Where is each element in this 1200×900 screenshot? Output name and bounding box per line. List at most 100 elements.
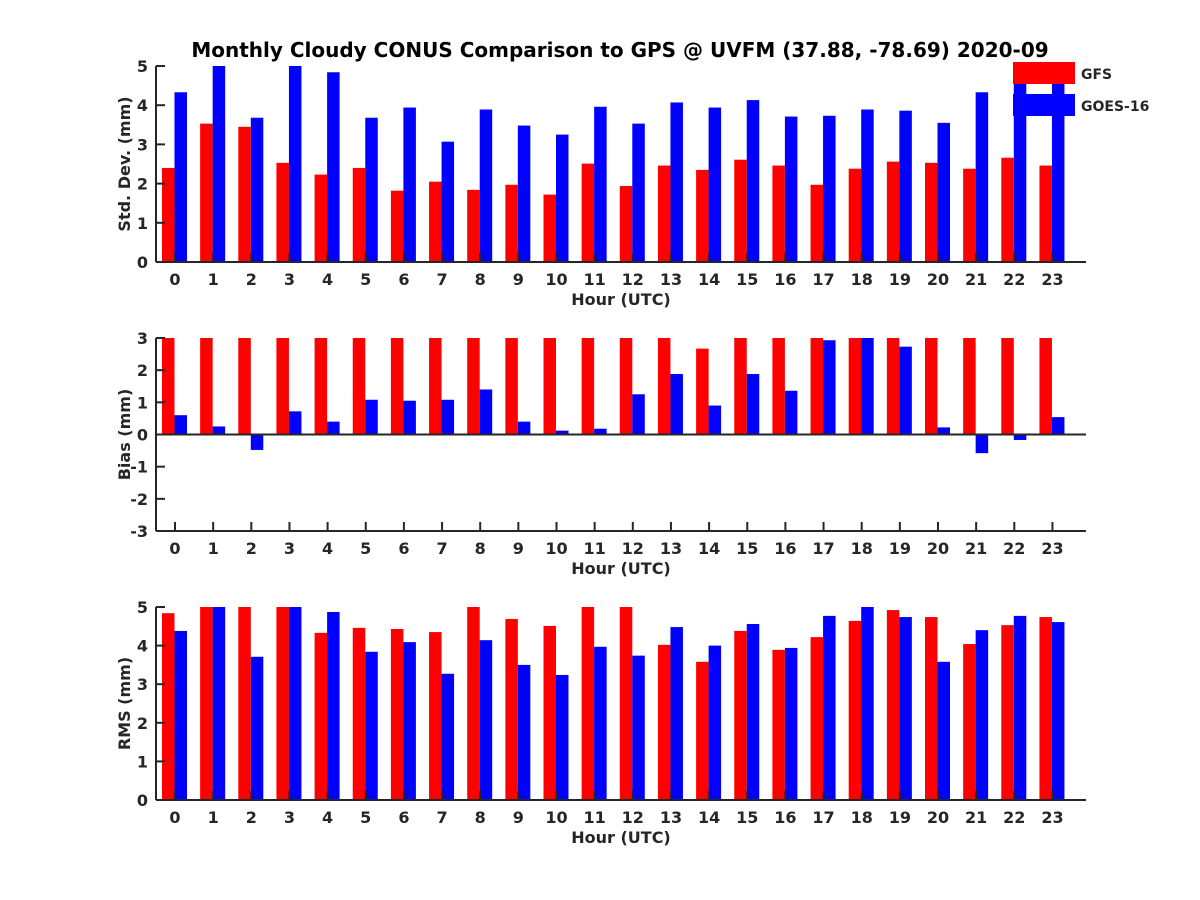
x-axis-label: Hour (UTC) — [571, 559, 671, 578]
bar-goes-16-6 — [403, 642, 416, 800]
y-axis-label: RMS (mm) — [115, 657, 134, 750]
y-tick-label: 0 — [137, 253, 148, 272]
x-tick-label: 12 — [622, 539, 644, 558]
bar-gfs-23 — [1039, 338, 1052, 435]
y-tick-label: 3 — [137, 329, 148, 348]
x-tick-label: 18 — [851, 270, 873, 289]
bar-goes-16-2 — [250, 117, 264, 262]
x-tick-label: 8 — [475, 539, 486, 558]
y-tick-label: 5 — [137, 57, 148, 76]
bar-gfs-17 — [810, 338, 824, 435]
bar-goes-16-21 — [975, 92, 989, 262]
bar-goes-16-19 — [899, 617, 912, 800]
bar-goes-16-20 — [937, 122, 950, 262]
x-tick-label: 23 — [1041, 539, 1063, 558]
bar-goes-16-9 — [517, 125, 531, 262]
x-tick-label: 7 — [436, 270, 447, 289]
bar-gfs-19 — [886, 338, 900, 435]
bars — [162, 607, 1065, 800]
x-tick-label: 1 — [208, 539, 219, 558]
x-tick-label: 15 — [736, 539, 758, 558]
legend-swatch-gfs — [1013, 62, 1075, 84]
bar-gfs-2 — [238, 338, 251, 435]
x-tick-label: 16 — [774, 539, 796, 558]
bar-goes-16-8 — [479, 640, 493, 800]
bar-goes-16-11 — [594, 106, 607, 262]
y-tick-label: -2 — [130, 490, 148, 509]
x-tick-label: 18 — [851, 539, 873, 558]
bar-gfs-10 — [543, 338, 556, 435]
bar-goes-16-10 — [556, 674, 569, 800]
y-tick-label: 2 — [137, 714, 148, 733]
bar-gfs-20 — [925, 617, 938, 800]
bar-goes-16-21 — [975, 630, 989, 800]
bar-gfs-5 — [352, 167, 366, 262]
bar-gfs-18 — [848, 338, 862, 435]
bar-goes-16-12 — [632, 394, 645, 435]
bar-gfs-10 — [543, 194, 556, 262]
x-tick-label: 19 — [889, 539, 911, 558]
x-tick-label: 7 — [436, 808, 447, 827]
bar-gfs-6 — [390, 338, 404, 435]
x-tick-label: 16 — [774, 808, 796, 827]
bar-goes-16-22 — [1013, 434, 1027, 440]
x-tick-label: 5 — [360, 270, 371, 289]
y-tick-label: 2 — [137, 175, 148, 194]
bar-gfs-3 — [276, 607, 289, 800]
bar-goes-16-22 — [1013, 615, 1027, 800]
bar-gfs-13 — [657, 644, 671, 800]
bar-gfs-15 — [734, 630, 747, 800]
x-tick-label: 2 — [246, 539, 257, 558]
x-tick-label: 23 — [1041, 808, 1063, 827]
x-tick-label: 21 — [965, 539, 987, 558]
legend-label: GFS — [1081, 67, 1112, 83]
bar-goes-16-19 — [899, 110, 912, 262]
bar-gfs-19 — [886, 161, 900, 262]
bar-goes-16-9 — [517, 421, 531, 435]
x-tick-label: 21 — [965, 808, 987, 827]
bar-gfs-0 — [162, 338, 175, 435]
bar-gfs-15 — [734, 159, 747, 262]
bar-gfs-12 — [619, 607, 633, 800]
x-tick-label: 4 — [322, 539, 333, 558]
y-tick-label: 1 — [137, 752, 148, 771]
bar-goes-16-5 — [365, 117, 378, 262]
bar-gfs-11 — [581, 338, 595, 435]
bar-gfs-16 — [772, 165, 785, 262]
bar-gfs-18 — [848, 620, 862, 800]
bar-gfs-23 — [1039, 617, 1052, 800]
bar-goes-16-6 — [403, 400, 416, 435]
y-tick-label: 3 — [137, 675, 148, 694]
chart-title: Monthly Cloudy CONUS Comparison to GPS @… — [191, 38, 1048, 62]
x-tick-label: 0 — [169, 539, 180, 558]
x-tick-label: 10 — [545, 270, 567, 289]
y-tick-label: 4 — [137, 637, 148, 656]
bar-gfs-8 — [467, 189, 480, 262]
x-tick-label: 1 — [208, 270, 219, 289]
legend-swatch-goes-16 — [1013, 94, 1075, 116]
y-tick-label: 1 — [137, 393, 148, 412]
bar-goes-16-3 — [288, 607, 302, 800]
bar-goes-16-20 — [937, 661, 950, 800]
x-axis-label: Hour (UTC) — [571, 828, 671, 847]
bar-gfs-7 — [429, 181, 442, 262]
y-tick-label: -3 — [130, 522, 148, 541]
bar-goes-16-14 — [708, 405, 722, 435]
bar-gfs-0 — [162, 613, 175, 800]
bar-gfs-1 — [200, 123, 213, 262]
bar-gfs-21 — [963, 168, 976, 262]
bar-goes-16-5 — [365, 399, 378, 435]
bar-gfs-13 — [657, 165, 671, 262]
bar-gfs-11 — [581, 607, 595, 800]
x-tick-label: 17 — [812, 808, 834, 827]
bar-gfs-9 — [505, 184, 518, 262]
bar-gfs-14 — [696, 348, 709, 435]
bar-goes-16-0 — [174, 415, 187, 435]
bar-gfs-5 — [352, 627, 366, 800]
bar-goes-16-10 — [556, 430, 569, 435]
bar-goes-16-17 — [823, 615, 836, 800]
bar-goes-16-19 — [899, 346, 912, 435]
bar-goes-16-1 — [212, 66, 226, 262]
